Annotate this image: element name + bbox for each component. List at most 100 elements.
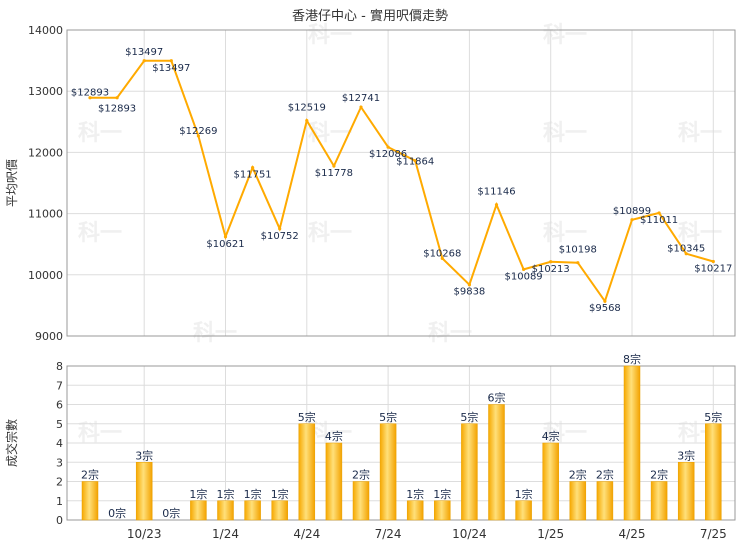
watermark-text: 科一 bbox=[193, 321, 237, 346]
volume-data-label: 1宗 bbox=[244, 487, 262, 501]
price-point bbox=[386, 145, 390, 149]
price-point bbox=[115, 96, 119, 100]
price-series-line bbox=[90, 59, 714, 304]
watermark-text: 科一 bbox=[78, 121, 122, 146]
price-point bbox=[657, 211, 661, 215]
volume-bar bbox=[705, 423, 722, 521]
volume-y-tick-label: 1 bbox=[56, 495, 63, 508]
volume-data-label: 5宗 bbox=[298, 410, 316, 424]
volume-bar bbox=[190, 500, 207, 521]
volume-data-label: 5宗 bbox=[460, 410, 478, 424]
price-point bbox=[522, 267, 526, 271]
price-y-axis-label: 平均呎價 bbox=[5, 159, 19, 207]
price-point bbox=[440, 256, 444, 260]
volume-bar bbox=[650, 481, 668, 521]
volume-y-tick-label: 2 bbox=[56, 476, 63, 489]
price-point bbox=[88, 96, 92, 100]
price-data-label: $11011 bbox=[640, 215, 678, 226]
price-data-label: $10621 bbox=[206, 239, 244, 250]
volume-bar bbox=[461, 423, 478, 521]
volume-bar bbox=[434, 500, 451, 521]
price-data-label: $9568 bbox=[589, 303, 621, 314]
volume-y-tick-label: 5 bbox=[56, 418, 63, 431]
price-data-label: $12519 bbox=[288, 103, 326, 114]
volume-data-label: 1宗 bbox=[515, 487, 533, 501]
price-data-label: $11778 bbox=[315, 168, 353, 179]
price-data-label: $9838 bbox=[453, 287, 485, 298]
volume-data-label: 1宗 bbox=[406, 487, 424, 501]
volume-bar bbox=[352, 481, 370, 521]
volume-data-label: 2宗 bbox=[352, 468, 370, 482]
price-point bbox=[576, 261, 580, 265]
price-data-label: $11146 bbox=[477, 187, 515, 198]
price-plot-frame bbox=[66, 29, 736, 337]
x-tick-label: 4/24 bbox=[293, 527, 320, 541]
price-point bbox=[223, 235, 228, 239]
price-data-label: $10345 bbox=[667, 244, 705, 255]
price-point bbox=[251, 166, 255, 170]
volume-bar bbox=[379, 423, 397, 521]
price-data-label: $10899 bbox=[613, 206, 651, 217]
volume-data-label: 4宗 bbox=[325, 429, 343, 443]
x-tick-label: 4/25 bbox=[619, 527, 646, 541]
x-tick-label: 7/24 bbox=[375, 527, 402, 541]
volume-y-tick-label: 6 bbox=[56, 399, 63, 412]
x-tick-label: 10/23 bbox=[127, 527, 162, 541]
price-point bbox=[630, 218, 634, 222]
watermark-text: 科一 bbox=[308, 23, 352, 48]
price-y-tick-label: 12000 bbox=[28, 146, 63, 159]
watermark-text: 科一 bbox=[543, 23, 587, 48]
volume-data-label: 2宗 bbox=[81, 468, 99, 482]
volume-bar bbox=[542, 442, 559, 521]
x-tick-label: 1/25 bbox=[537, 527, 564, 541]
volume-bar bbox=[217, 500, 234, 521]
price-data-label: $10213 bbox=[532, 264, 570, 275]
watermark-text: 科一 bbox=[308, 221, 352, 246]
price-y-tick-label: 14000 bbox=[28, 24, 63, 37]
volume-data-label: 2宗 bbox=[569, 468, 587, 482]
watermark-text: 科一 bbox=[78, 421, 122, 446]
watermark-text: 科一 bbox=[308, 421, 352, 446]
volume-y-tick-label: 4 bbox=[56, 437, 63, 450]
price-point bbox=[494, 203, 499, 207]
volume-bar bbox=[596, 481, 614, 521]
price-data-label: $12741 bbox=[342, 93, 380, 104]
volume-data-label: 2宗 bbox=[596, 468, 614, 482]
volume-bar bbox=[677, 462, 695, 521]
volume-bar bbox=[406, 500, 424, 521]
price-data-label: $12086 bbox=[369, 149, 407, 160]
price-y-tick-label: 9000 bbox=[35, 330, 63, 343]
volume-bar bbox=[488, 404, 505, 521]
watermark-text: 科一 bbox=[78, 221, 122, 246]
volume-data-label: 3宗 bbox=[677, 448, 695, 462]
price-point bbox=[278, 227, 282, 231]
x-tick-label: 10/24 bbox=[452, 527, 487, 541]
volume-y-tick-label: 8 bbox=[56, 360, 63, 373]
price-point bbox=[332, 164, 336, 168]
x-tick-label: 1/24 bbox=[212, 527, 239, 541]
watermark-text: 科一 bbox=[543, 221, 587, 246]
x-tick-label: 7/25 bbox=[700, 527, 727, 541]
chart-title: 香港仔中心 - 實用呎價走勢 bbox=[292, 8, 448, 24]
volume-data-label: 8宗 bbox=[623, 352, 641, 366]
volume-data-label: 2宗 bbox=[650, 468, 668, 482]
volume-bar bbox=[325, 442, 343, 521]
price-data-label: $10268 bbox=[423, 248, 461, 259]
volume-bar bbox=[515, 500, 532, 521]
volume-data-label: 3宗 bbox=[135, 448, 153, 462]
volume-bar bbox=[623, 365, 641, 521]
price-data-label: $11864 bbox=[396, 157, 434, 168]
watermark-text: 科一 bbox=[543, 121, 587, 146]
price-data-label: $11751 bbox=[234, 170, 272, 181]
volume-data-label: 0宗 bbox=[162, 506, 180, 520]
volume-data-label: 1宗 bbox=[189, 487, 207, 501]
price-point bbox=[196, 134, 200, 138]
price-data-label: $10217 bbox=[694, 264, 732, 275]
volume-data-label: 1宗 bbox=[217, 487, 235, 501]
watermark-text: 科一 bbox=[428, 321, 472, 346]
volume-bar bbox=[81, 481, 99, 521]
volume-plot-frame bbox=[66, 365, 736, 521]
volume-bar bbox=[271, 500, 288, 521]
price-data-label: $12893 bbox=[71, 88, 109, 99]
